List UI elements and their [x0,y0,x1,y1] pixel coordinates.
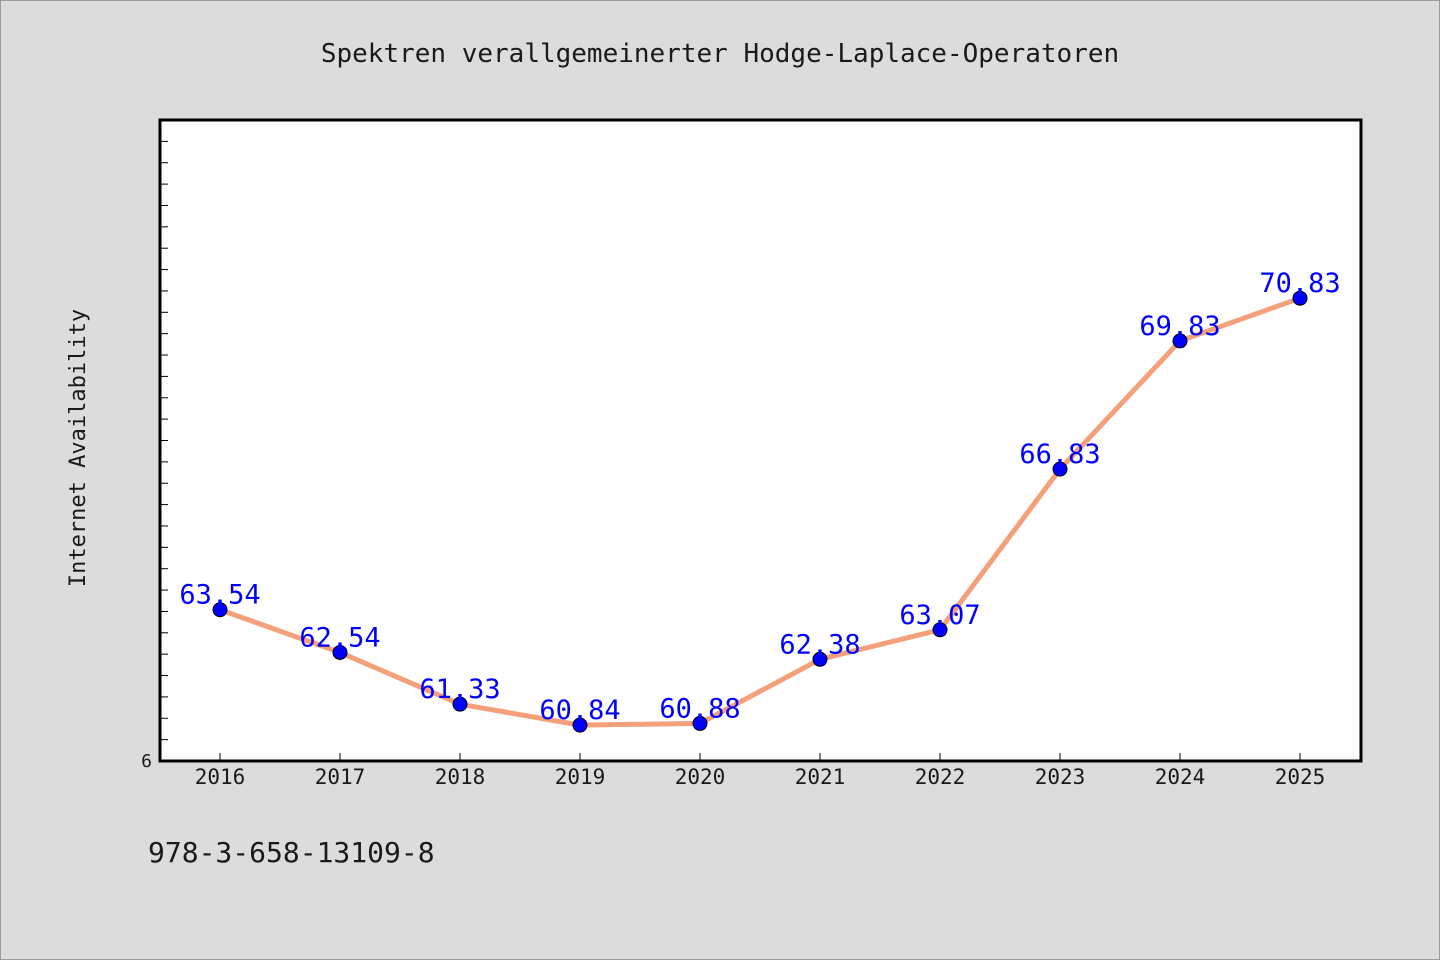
y-tick-label: 6 [141,751,152,772]
data-label: 60.88 [659,693,740,724]
data-label: 69.83 [1139,311,1220,342]
x-tick-label: 2019 [555,765,606,789]
isbn-footer: 978-3-658-13109-8 [148,836,435,869]
x-tick-label: 2025 [1275,765,1326,789]
data-point [452,696,468,712]
data-label: 62.54 [299,622,380,653]
data-point [932,622,948,638]
data-point [332,644,348,660]
data-point [212,602,228,618]
data-label: 61.33 [419,674,500,705]
x-tick-label: 2017 [315,765,366,789]
data-point [1292,290,1308,306]
x-tick-label: 2018 [435,765,486,789]
x-tick-label: 2022 [915,765,966,789]
data-point [1172,333,1188,349]
x-tick-label: 2016 [195,765,246,789]
x-tick-label: 2020 [675,765,726,789]
data-label: 63.07 [899,600,980,631]
data-label: 62.38 [779,629,860,660]
x-tick-label: 2021 [795,765,846,789]
x-axis-ticks: 2016 2017 2018 2019 2020 2021 2022 2023 2024 2025 [195,753,1326,789]
x-tick-label: 2024 [1155,765,1206,789]
series-line [217,295,1303,728]
y-axis-label: Internet Availability [66,309,91,587]
data-label: 63.54 [179,580,260,611]
x-tick-label: 2023 [1035,765,1086,789]
plot-area [160,120,1361,761]
data-label: 66.83 [1019,439,1100,470]
data-labels: 63.54 62.54 61.33 60.84 60.88 62.38 63.07 66.83… [179,268,1340,726]
data-label: 60.84 [539,695,620,726]
plot-frame [158,118,1363,763]
series-markers [212,290,1308,733]
chart-title: Spektren verallgemeinerter Hodge-Laplace… [321,39,1119,69]
data-point [572,717,588,733]
data-point [692,715,708,731]
data-label: 70.83 [1259,268,1340,299]
data-point [812,651,828,667]
data-point [1052,461,1068,477]
